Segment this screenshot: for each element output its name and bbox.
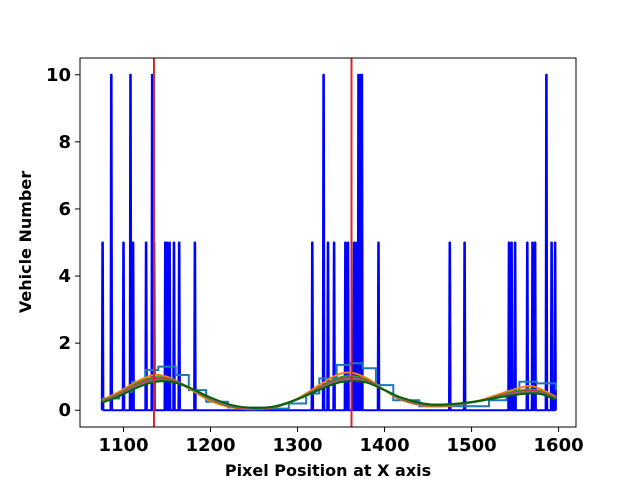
y-tick-label: 4 xyxy=(58,266,71,287)
vline-layer xyxy=(152,58,353,427)
series-smooth-line-8 xyxy=(101,379,557,409)
y-tick-label: 10 xyxy=(46,65,71,86)
plot-frame xyxy=(79,57,577,428)
x-tick-label: 1400 xyxy=(360,435,410,456)
y-tick-label: 8 xyxy=(58,132,71,153)
y-tick-label: 0 xyxy=(58,400,71,421)
series-layer xyxy=(100,73,557,412)
y-tick-label: 2 xyxy=(58,333,71,354)
y-tick-label: 6 xyxy=(58,199,71,220)
series-vehicle-count-line xyxy=(100,73,557,412)
x-tick-label: 1500 xyxy=(447,435,497,456)
x-tick-label: 1100 xyxy=(98,435,148,456)
x-tick-label: 1600 xyxy=(534,435,584,456)
x-axis-label: Pixel Position at X axis xyxy=(225,461,431,480)
x-tick-label: 1200 xyxy=(185,435,235,456)
x-axis-ticks: 1100 1200 1300 1400 1500 1600 xyxy=(98,427,584,456)
y-axis-ticks: 0 2 4 6 8 10 xyxy=(46,65,80,421)
x-tick-label: 1300 xyxy=(272,435,322,456)
y-axis-label: Vehicle Number xyxy=(16,171,35,313)
